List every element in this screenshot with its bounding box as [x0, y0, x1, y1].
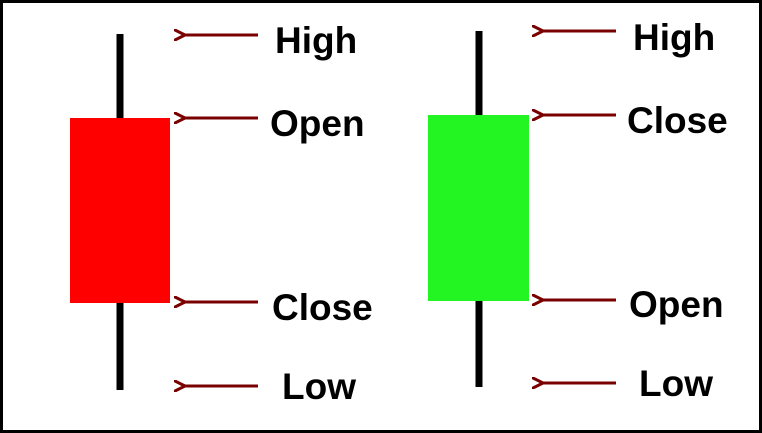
bearish-body	[70, 118, 170, 303]
bullish-low-label: Low	[639, 363, 713, 404]
candlestick-canvas: High Open Close Low High Close Open Low	[70, 17, 728, 407]
bullish-body	[428, 115, 529, 301]
bullish-close-label: Close	[627, 100, 728, 141]
bullish-high-label: High	[633, 17, 715, 58]
bearish-close-label: Close	[272, 287, 373, 328]
bearish-candle: High Open Close Low	[70, 20, 373, 407]
bearish-open-label: Open	[270, 103, 365, 144]
bearish-high-label: High	[275, 20, 357, 61]
bullish-open-label: Open	[629, 284, 724, 325]
bearish-low-label: Low	[282, 366, 356, 407]
bullish-candle: High Close Open Low	[428, 17, 728, 404]
